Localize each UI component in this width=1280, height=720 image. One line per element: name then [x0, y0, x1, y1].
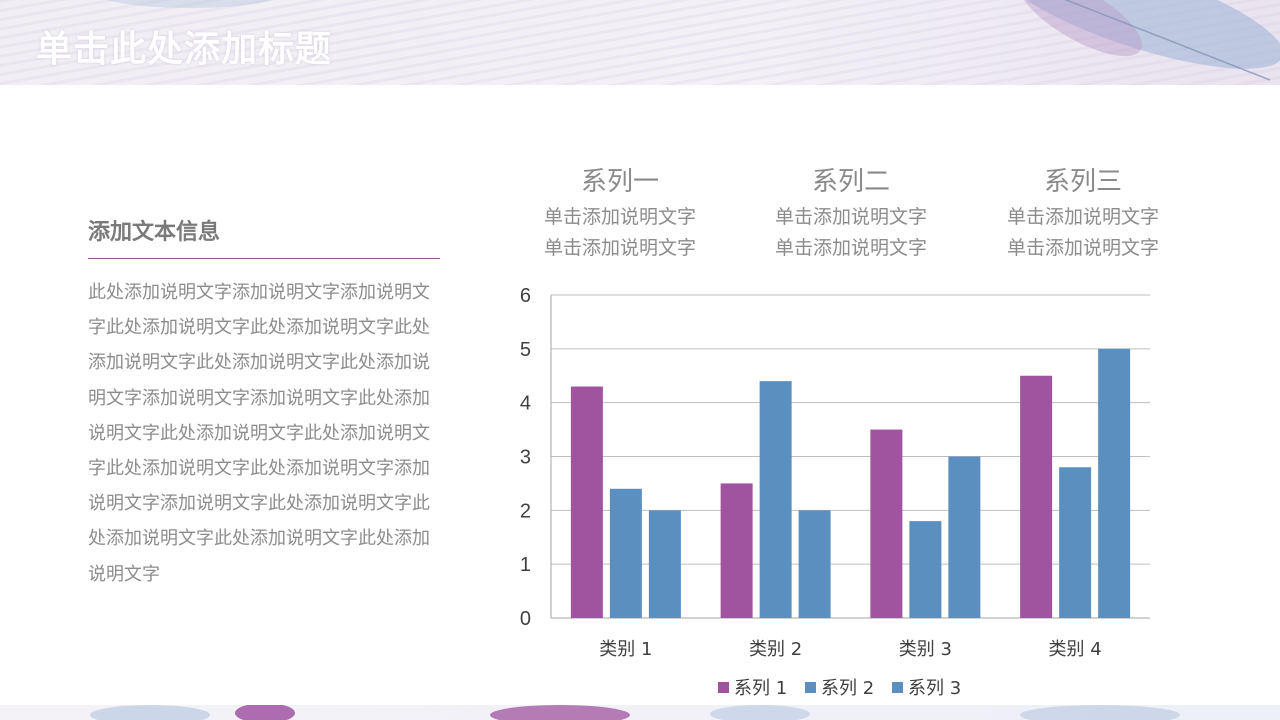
bar-3	[648, 510, 681, 618]
header-band: 单击此处添加标题	[0, 0, 1280, 85]
series-description-line: 单击添加说明文字	[543, 206, 696, 228]
bar-1	[1020, 375, 1053, 618]
bar-1	[570, 386, 603, 618]
legend-label: 系列 2	[821, 678, 874, 699]
y-tick-label: 0	[520, 608, 531, 630]
y-tick-label: 5	[520, 339, 531, 361]
series-description-line: 单击添加说明文字	[543, 237, 696, 259]
bar-2	[909, 521, 942, 618]
legend-label: 系列 1	[734, 678, 787, 699]
legend-swatch	[718, 682, 729, 693]
y-tick-label: 1	[520, 554, 531, 576]
series-description-name: 系列二	[811, 167, 890, 197]
series-description-line: 单击添加说明文字	[1006, 237, 1159, 259]
feather-decoration-top-left-icon	[106, 0, 274, 8]
series-description-1[interactable]: 系列一 单击添加说明文字 单击添加说明文字	[520, 162, 720, 264]
footer-band	[0, 705, 1280, 720]
bar-3	[948, 456, 981, 618]
x-category-label: 类别 1	[599, 639, 652, 660]
series-description-line: 单击添加说明文字	[1006, 206, 1159, 228]
y-tick-label: 4	[520, 393, 531, 415]
series-description-name: 系列三	[1043, 167, 1122, 197]
bar-3	[798, 510, 831, 618]
x-category-label: 类别 3	[899, 639, 952, 660]
left-panel-body[interactable]: 此处添加说明文字添加说明文字添加说明文字此处添加说明文字此处添加说明文字此处添加…	[88, 282, 430, 585]
bar-1	[720, 483, 753, 618]
bar-2	[759, 381, 792, 618]
legend-label: 系列 3	[908, 678, 961, 699]
bar-2	[1059, 467, 1092, 618]
bar-3	[1098, 348, 1131, 618]
y-tick-label: 6	[520, 285, 531, 307]
feather-decoration-icon	[996, 0, 1280, 81]
slide-title[interactable]: 单击此处添加标题	[36, 29, 333, 70]
x-category-label: 类别 2	[749, 639, 802, 660]
legend-swatch	[805, 682, 816, 693]
left-panel-heading[interactable]: 添加文本信息	[88, 220, 221, 245]
footer-watercolor-icon	[90, 705, 1180, 720]
series-description-line: 单击添加说明文字	[774, 237, 927, 259]
left-panel-divider	[88, 258, 440, 259]
bar-2	[609, 488, 642, 618]
legend-swatch	[892, 682, 903, 693]
bar-chart[interactable]: 0 1 2 3 4 5 6 类别 1 类别 2 类别 3 类别 4 系列 1 系列 2 系列 3	[500, 280, 1180, 705]
series-description-3[interactable]: 系列三 单击添加说明文字 单击添加说明文字	[983, 162, 1183, 264]
bar-1	[870, 429, 903, 618]
series-description-line: 单击添加说明文字	[774, 206, 927, 228]
y-tick-label: 3	[520, 447, 531, 469]
series-description-2[interactable]: 系列二 单击添加说明文字 单击添加说明文字	[751, 162, 951, 264]
series-description-name: 系列一	[580, 167, 659, 197]
y-tick-label: 2	[520, 500, 531, 522]
x-category-label: 类别 4	[1049, 639, 1102, 660]
